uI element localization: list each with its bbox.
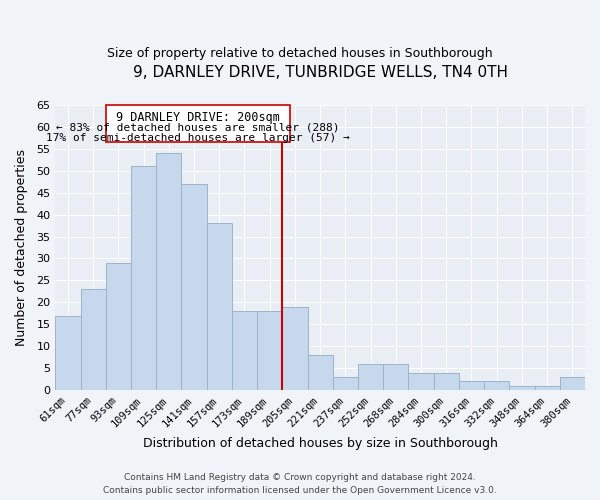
Bar [509, 386, 535, 390]
Text: ← 83% of detached houses are smaller (288): ← 83% of detached houses are smaller (28… [56, 122, 340, 132]
Y-axis label: Number of detached properties: Number of detached properties [15, 149, 28, 346]
Bar [283, 307, 308, 390]
Bar [232, 311, 257, 390]
Bar [308, 355, 333, 390]
Bar [535, 386, 560, 390]
Bar [358, 364, 383, 390]
Bar [434, 372, 459, 390]
Bar [181, 184, 206, 390]
Bar [257, 311, 283, 390]
Bar [131, 166, 156, 390]
FancyBboxPatch shape [106, 105, 290, 142]
Bar [80, 289, 106, 390]
Bar [383, 364, 409, 390]
Bar [333, 377, 358, 390]
Bar [409, 372, 434, 390]
Bar [55, 316, 80, 390]
Bar [484, 382, 509, 390]
Text: Size of property relative to detached houses in Southborough: Size of property relative to detached ho… [107, 48, 493, 60]
Bar [560, 377, 585, 390]
Bar [156, 153, 181, 390]
Text: 17% of semi-detached houses are larger (57) →: 17% of semi-detached houses are larger (… [46, 134, 350, 143]
Bar [206, 224, 232, 390]
Bar [106, 263, 131, 390]
Title: 9, DARNLEY DRIVE, TUNBRIDGE WELLS, TN4 0TH: 9, DARNLEY DRIVE, TUNBRIDGE WELLS, TN4 0… [133, 65, 508, 80]
Text: Contains HM Land Registry data © Crown copyright and database right 2024.
Contai: Contains HM Land Registry data © Crown c… [103, 474, 497, 495]
Text: 9 DARNLEY DRIVE: 200sqm: 9 DARNLEY DRIVE: 200sqm [116, 112, 280, 124]
X-axis label: Distribution of detached houses by size in Southborough: Distribution of detached houses by size … [143, 437, 497, 450]
Bar [459, 382, 484, 390]
